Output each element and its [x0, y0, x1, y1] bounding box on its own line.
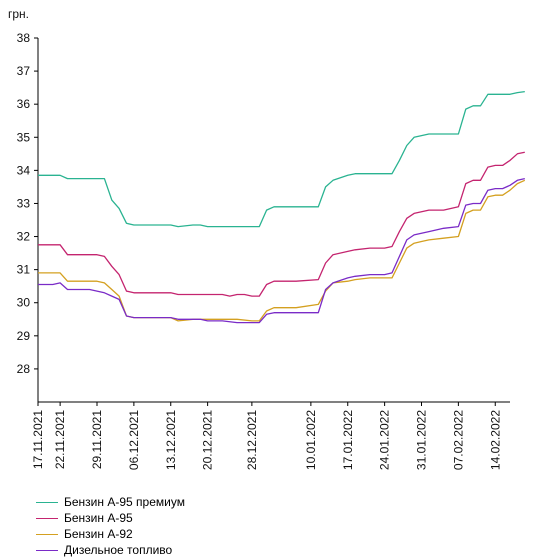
series-line: [38, 90, 525, 228]
legend-label: Бензин А-92: [64, 527, 133, 541]
legend-item: Бензин А-95: [36, 510, 185, 526]
legend-swatch: [36, 501, 58, 503]
y-tick-label: 34: [17, 163, 31, 177]
x-tick-label: 07.02.2022: [451, 410, 465, 470]
legend-label: Дизельное топливо: [64, 543, 173, 557]
legend: Бензин А-95 премиум Бензин А-95 Бензин А…: [36, 494, 185, 558]
y-tick-label: 38: [17, 31, 31, 45]
x-tick-label: 10.01.2022: [304, 410, 318, 470]
x-tick-label: 17.01.2022: [341, 410, 355, 470]
series-line: [38, 177, 525, 324]
x-tick-label: 31.01.2022: [415, 410, 429, 470]
x-tick-label: 06.12.2021: [127, 410, 141, 470]
series-lines: [38, 90, 526, 324]
y-tick-label: 37: [17, 64, 31, 78]
y-tick-label: 35: [17, 130, 31, 144]
legend-swatch: [36, 517, 58, 519]
axes: [37, 38, 510, 403]
y-axis-unit-label: грн.: [8, 7, 29, 21]
x-tick-label: 14.02.2022: [488, 410, 502, 470]
x-tick-label: 22.11.2021: [53, 410, 67, 469]
legend-item: Бензин А-92: [36, 526, 185, 542]
legend-swatch: [36, 533, 58, 535]
y-tick-label: 28: [17, 362, 31, 376]
legend-label: Бензин А-95 премиум: [64, 495, 185, 509]
series-line: [38, 151, 525, 297]
legend-swatch: [36, 549, 58, 551]
y-axis-ticks: 28 29 30 31 32 33 34 35 36 37 38: [17, 31, 38, 376]
y-tick-label: 36: [17, 97, 31, 111]
x-tick-label: 17.11.2021: [31, 410, 45, 469]
series-line: [38, 179, 526, 322]
x-tick-label: 29.11.2021: [90, 410, 104, 469]
legend-item: Дизельное топливо: [36, 542, 185, 558]
y-tick-label: 33: [17, 196, 31, 210]
y-tick-label: 31: [17, 263, 31, 277]
y-tick-label: 30: [17, 296, 31, 310]
y-tick-label: 29: [17, 329, 31, 343]
legend-label: Бензин А-95: [64, 511, 133, 525]
x-tick-label: 24.01.2022: [378, 410, 392, 470]
x-tick-label: 20.12.2021: [201, 410, 215, 470]
legend-item: Бензин А-95 премиум: [36, 494, 185, 510]
x-axis-ticks: 17.11.2021 22.11.2021 29.11.2021 06.12.2021…: [31, 402, 502, 470]
x-tick-label: 13.12.2021: [164, 410, 178, 470]
y-tick-label: 32: [17, 230, 31, 244]
x-tick-label: 28.12.2021: [245, 410, 259, 470]
